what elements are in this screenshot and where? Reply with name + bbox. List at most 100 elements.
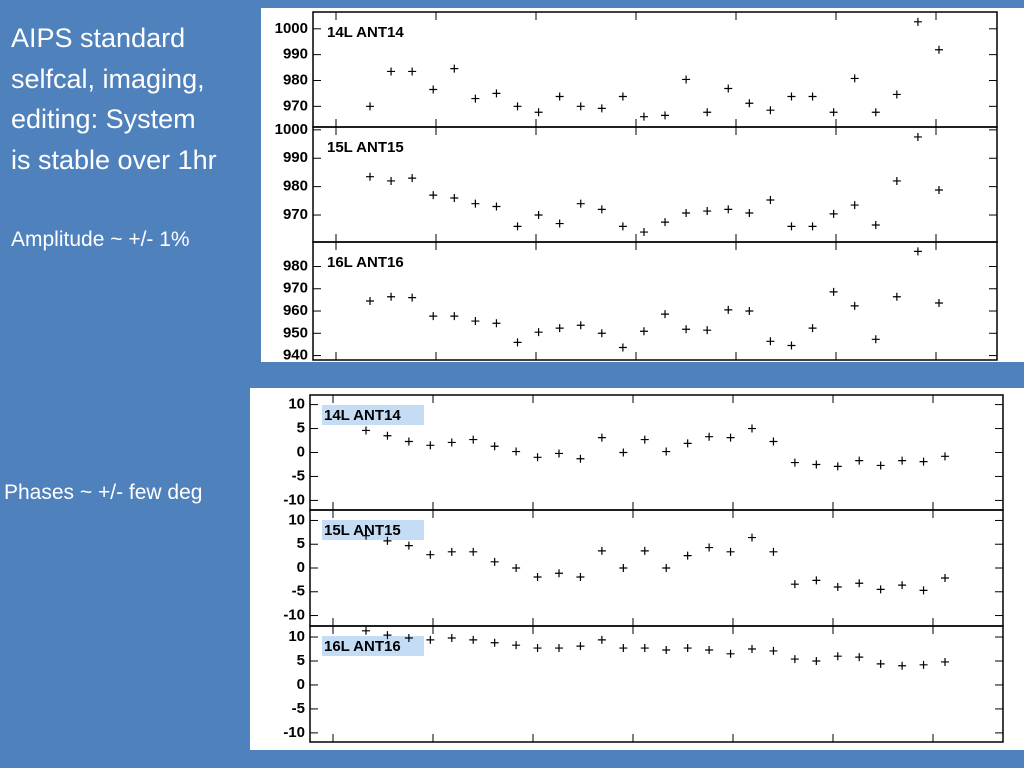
- y-tick-label: 10: [288, 628, 305, 645]
- data-point: [404, 541, 413, 550]
- data-point: [871, 220, 880, 229]
- data-point: [941, 573, 949, 582]
- data-point: [682, 75, 691, 84]
- y-tick-label: 940: [283, 347, 308, 364]
- y-tick-label: 980: [283, 71, 308, 88]
- data-point: [387, 292, 396, 301]
- y-tick-label: -10: [283, 724, 305, 741]
- data-point: [640, 546, 649, 555]
- y-tick-label: 0: [297, 676, 305, 693]
- data-point: [724, 84, 733, 93]
- data-point: [512, 641, 521, 650]
- data-point: [829, 209, 838, 218]
- data-point: [387, 67, 396, 76]
- data-point: [724, 205, 733, 214]
- panel-title: 15L ANT15: [327, 139, 404, 156]
- data-point: [597, 635, 606, 644]
- data-point: [383, 431, 392, 440]
- data-point: [892, 292, 901, 301]
- data-point: [898, 661, 907, 670]
- data-point: [619, 644, 628, 653]
- data-point: [639, 228, 648, 237]
- data-point: [555, 324, 564, 333]
- data-point: [513, 222, 522, 231]
- data-point: [898, 456, 907, 465]
- data-point: [705, 645, 714, 654]
- data-point: [787, 222, 796, 231]
- y-tick-label: 950: [283, 324, 308, 341]
- data-point: [876, 461, 885, 470]
- data-point: [683, 439, 692, 448]
- data-point: [429, 85, 438, 94]
- data-point: [833, 583, 842, 592]
- phase-note: Phases ~ +/- few deg: [4, 481, 202, 504]
- data-point: [492, 89, 501, 98]
- panel-title: 14L ANT14: [324, 407, 401, 424]
- data-point: [769, 646, 778, 655]
- amplitude-note: Amplitude ~ +/- 1%: [11, 228, 190, 251]
- y-tick-label: 5: [297, 652, 305, 669]
- data-point: [748, 533, 756, 542]
- data-point: [766, 337, 775, 346]
- data-point: [683, 551, 692, 560]
- data-point: [362, 531, 370, 540]
- data-point: [726, 433, 735, 442]
- data-point: [661, 111, 670, 120]
- data-point: [769, 547, 778, 556]
- data-point: [808, 222, 817, 231]
- data-point: [871, 108, 880, 117]
- data-point: [639, 112, 648, 121]
- data-point: [935, 45, 943, 54]
- data-point: [745, 209, 754, 218]
- data-point: [662, 645, 671, 654]
- y-tick-label: 10: [288, 511, 305, 528]
- data-point: [618, 343, 627, 352]
- data-point: [447, 438, 456, 447]
- data-point: [492, 319, 501, 328]
- data-point: [705, 543, 714, 552]
- data-point: [426, 635, 435, 644]
- data-point: [471, 199, 480, 208]
- data-point: [705, 432, 714, 441]
- y-tick-label: 1000: [275, 121, 308, 138]
- y-tick-label: 980: [283, 178, 308, 195]
- data-point: [790, 655, 799, 664]
- data-point: [829, 108, 838, 117]
- data-point: [597, 433, 606, 442]
- data-point: [555, 92, 564, 101]
- panel-title: 14L ANT14: [327, 24, 404, 41]
- y-tick-label: -10: [283, 607, 305, 624]
- data-point: [533, 573, 542, 582]
- data-point: [812, 460, 821, 469]
- data-point: [683, 644, 692, 653]
- y-tick-label: -5: [292, 700, 305, 717]
- y-tick-label: -5: [292, 583, 305, 600]
- data-point: [408, 293, 417, 302]
- data-point: [492, 202, 501, 211]
- data-point: [790, 458, 799, 467]
- data-point: [941, 657, 949, 666]
- data-point: [748, 645, 756, 654]
- data-point: [919, 457, 928, 466]
- data-point: [913, 17, 922, 26]
- data-point: [876, 585, 885, 594]
- panel-title: 16L ANT16: [324, 638, 401, 655]
- data-point: [450, 193, 459, 202]
- data-point: [471, 317, 480, 326]
- data-point: [512, 447, 521, 456]
- data-point: [429, 312, 438, 321]
- data-point: [597, 546, 606, 555]
- data-point: [576, 642, 585, 651]
- data-point: [833, 652, 842, 661]
- data-point: [366, 297, 374, 305]
- data-point: [745, 99, 754, 108]
- data-point: [850, 301, 859, 310]
- data-point: [429, 191, 438, 200]
- slide-title: editing: System: [11, 104, 196, 134]
- y-tick-label: 1000: [275, 20, 308, 37]
- data-point: [362, 426, 370, 435]
- data-point: [703, 108, 712, 117]
- y-tick-label: 5: [297, 420, 305, 437]
- data-point: [469, 435, 478, 444]
